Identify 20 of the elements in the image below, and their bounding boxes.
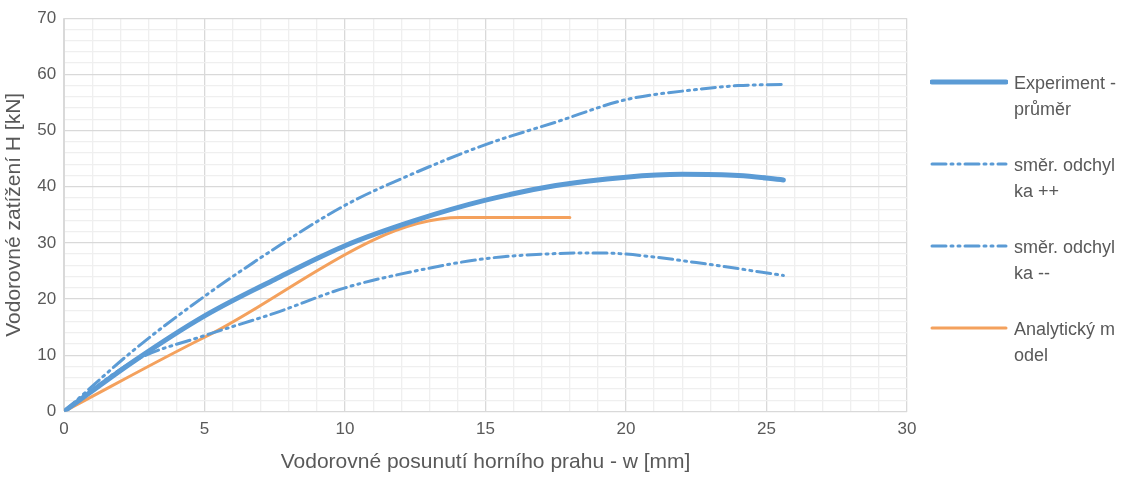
x-tick-label: 25 bbox=[757, 419, 776, 439]
x-tick-label: 30 bbox=[897, 419, 917, 439]
y-tick-label: 50 bbox=[37, 120, 57, 140]
y-tick-label: 70 bbox=[37, 7, 57, 27]
y-tick-label: 10 bbox=[37, 344, 57, 364]
y-tick-label: 0 bbox=[46, 401, 57, 421]
y-tick-label: 40 bbox=[37, 176, 57, 196]
x-tick-label: 20 bbox=[616, 419, 636, 439]
legend-label: směr. odchylka ++ bbox=[1014, 154, 1117, 203]
y-tick-label: 30 bbox=[37, 232, 57, 252]
legend-label: směr. odchylka -- bbox=[1014, 236, 1117, 285]
y-axis-title: Vodorovné zatížení H [kN] bbox=[1, 92, 25, 337]
y-tick-label: 60 bbox=[37, 64, 57, 84]
legend-label: Analytický model bbox=[1014, 318, 1117, 367]
legend-label: Experiment - průměr bbox=[1014, 72, 1118, 121]
y-tick-label: 20 bbox=[37, 288, 57, 308]
x-axis-title: Vodorovné posunutí horního prahu - w [mm] bbox=[280, 449, 691, 473]
x-tick-label: 15 bbox=[476, 419, 496, 439]
x-tick-label: 5 bbox=[199, 419, 210, 439]
x-tick-label: 10 bbox=[335, 419, 355, 439]
